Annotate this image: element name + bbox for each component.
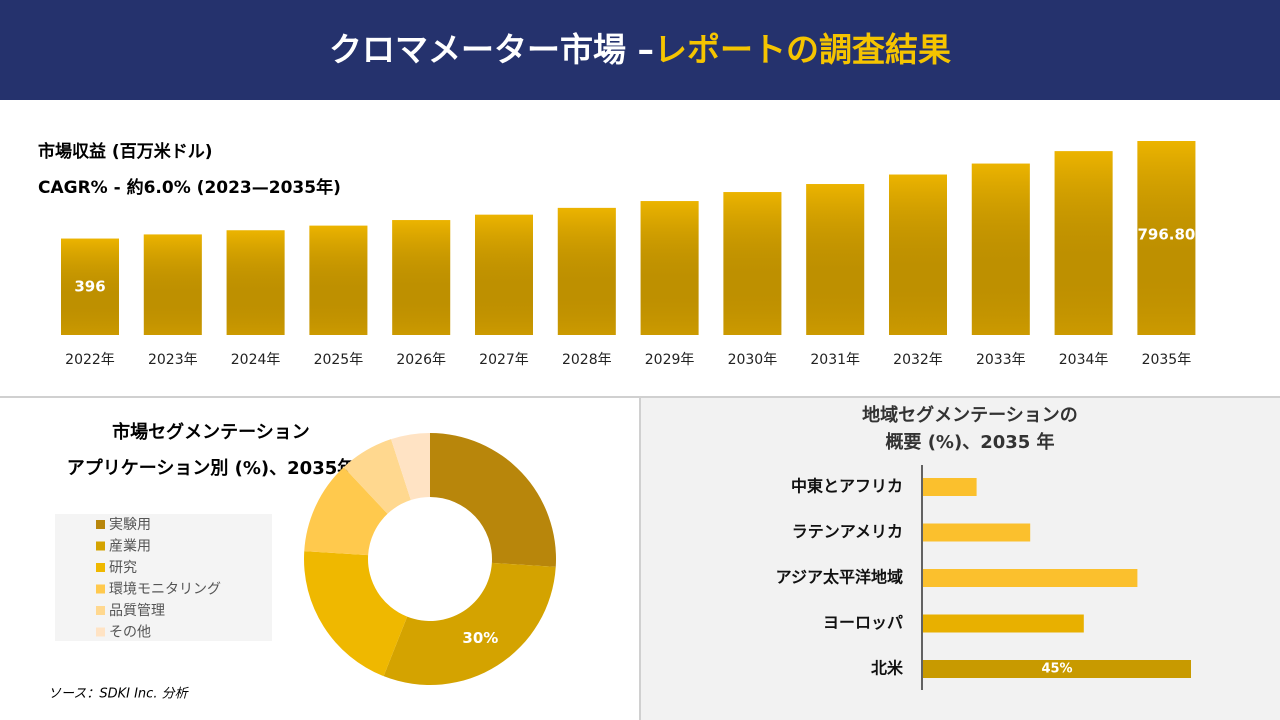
legend-swatch [96,541,105,551]
y-tick-label: 北米 [871,659,904,678]
y-tick-label: ヨーロッパ [823,613,903,632]
x-tick-label: 2024年 [231,352,281,368]
chart-subtitle: アプリケーション別 (%)、2035年 [67,457,356,479]
legend-label: その他 [109,625,151,641]
y-tick-label: 中東とアフリカ [791,477,903,496]
bar-shade [640,201,699,335]
value-label: 30% [462,629,498,647]
bar [923,614,1084,633]
legend-swatch [96,606,105,615]
x-tick-label: 2026年 [396,352,446,368]
legend-label: 実験用 [109,517,151,533]
chart-title: 市場収益 (百万米ドル) [38,141,212,162]
x-tick-label: 2035年 [1142,352,1192,368]
donut-slice [391,433,430,501]
value-label: 796.80 [1137,226,1195,244]
x-tick-label: 2028年 [562,352,612,368]
x-tick-label: 2030年 [728,352,778,368]
x-tick-label: 2034年 [1059,352,1109,368]
bar-shade [971,163,1030,335]
bar [923,569,1138,587]
x-tick-label: 2033年 [976,352,1026,368]
bar-shade [309,225,368,335]
legend-swatch [96,563,105,572]
bar-shade [61,238,119,335]
y-tick-label: ラテンアメリカ [792,522,903,541]
chart-subtitle: CAGR% - 約6.0% (2023—2035年) [38,177,341,198]
bar-shade [723,192,782,335]
bar [923,660,1191,678]
header: クロマメーター市場 –レポートの調査結果 [0,0,1280,100]
bar [923,523,1031,542]
legend-swatch [96,627,105,637]
x-tick-label: 2029年 [645,352,695,368]
bar-shade [143,234,202,335]
bar-shade [226,230,285,335]
value-label: 45% [1041,662,1072,677]
x-tick-label: 2027年 [479,352,529,368]
bar-shade [806,184,865,335]
header-title-accent: レポートの調査結果 [654,30,951,69]
x-tick-label: 2032年 [893,352,943,368]
legend-box [55,514,272,641]
y-tick-label: アジア太平洋地域 [776,568,903,587]
donut-slice [430,433,556,567]
chart-title: 地域セグメンテーションの [862,404,1078,426]
bar-shade [475,214,533,335]
x-tick-label: 2031年 [810,352,860,368]
chart-subtitle: 概要 (%)、2035 年 [885,431,1054,453]
header-title: クロマメーター市場 – [329,30,654,69]
bar-shade [1054,151,1113,335]
bar-shade [557,207,616,335]
value-label: 396 [74,277,105,295]
donut-slice [304,467,388,556]
legend-label: 産業用 [109,539,151,555]
bar-shade [1137,141,1196,335]
legend-label: 品質管理 [109,603,165,619]
x-tick-label: 2022年 [65,352,115,368]
bar-shade [889,174,947,335]
donut-slice [343,439,411,514]
bar-shade [392,220,451,335]
legend-swatch [96,584,105,594]
bar [923,478,977,496]
x-tick-label: 2023年 [148,352,198,368]
legend-label: 環境モニタリング [109,582,221,598]
legend-label: 研究 [109,560,137,576]
donut-slice [304,551,408,677]
source-note: ソース：SDKI Inc. 分析 [48,687,190,702]
donut-slice [383,562,556,685]
legend-swatch [96,520,105,529]
chart-title: 市場セグメンテーション [112,421,310,443]
x-tick-label: 2025年 [314,352,364,368]
